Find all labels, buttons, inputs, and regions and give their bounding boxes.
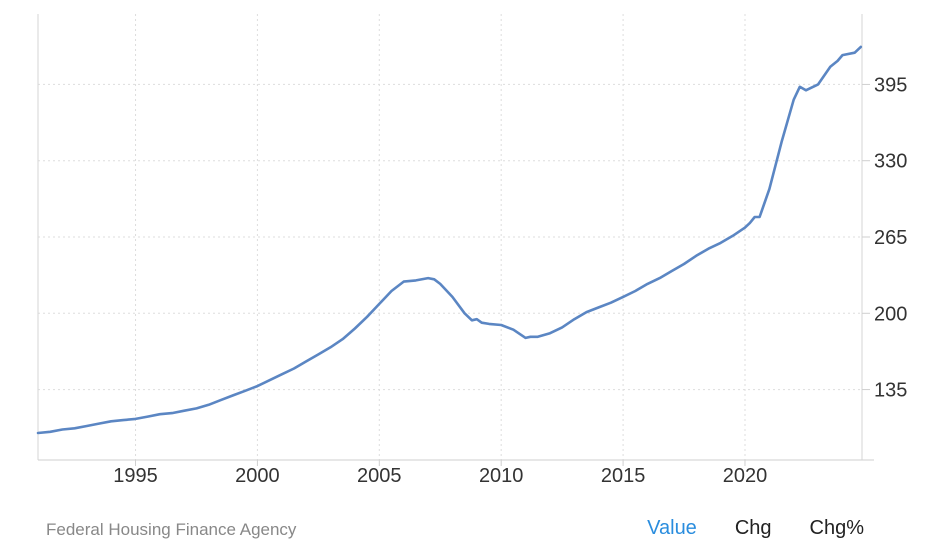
x-tick-label: 2020: [723, 465, 768, 487]
y-tick-label: 135: [874, 380, 907, 402]
y-tick-labels: 135 200 265 330 395: [874, 74, 907, 401]
view-tabs: Value Chg Chg%: [609, 517, 864, 540]
y-tick-label: 265: [874, 227, 907, 249]
x-tick-label: 2010: [479, 465, 524, 487]
line-chart: 1995 2000 2005 2010 2015 2020 135 200 265 330 395: [36, 14, 907, 487]
x-tick-label: 2015: [601, 465, 646, 487]
series-line: [36, 45, 863, 435]
tab-chg[interactable]: Chg: [734, 517, 772, 539]
source-label: Federal Housing Finance Agency: [46, 520, 297, 539]
grid-lines: [38, 14, 862, 460]
axes: [37, 14, 874, 466]
series-group: [36, 45, 863, 435]
y-tick-label: 395: [874, 74, 907, 96]
y-tick-label: 200: [874, 303, 907, 325]
x-tick-label: 1995: [113, 465, 158, 487]
x-tick-label: 2005: [357, 465, 402, 487]
x-tick-labels: 1995 2000 2005 2010 2015 2020: [113, 465, 767, 487]
tab-chg-percent[interactable]: Chg%: [809, 517, 864, 539]
y-tick-label: 330: [874, 151, 907, 173]
tab-value[interactable]: Value: [647, 517, 697, 539]
x-tick-label: 2000: [235, 465, 280, 487]
